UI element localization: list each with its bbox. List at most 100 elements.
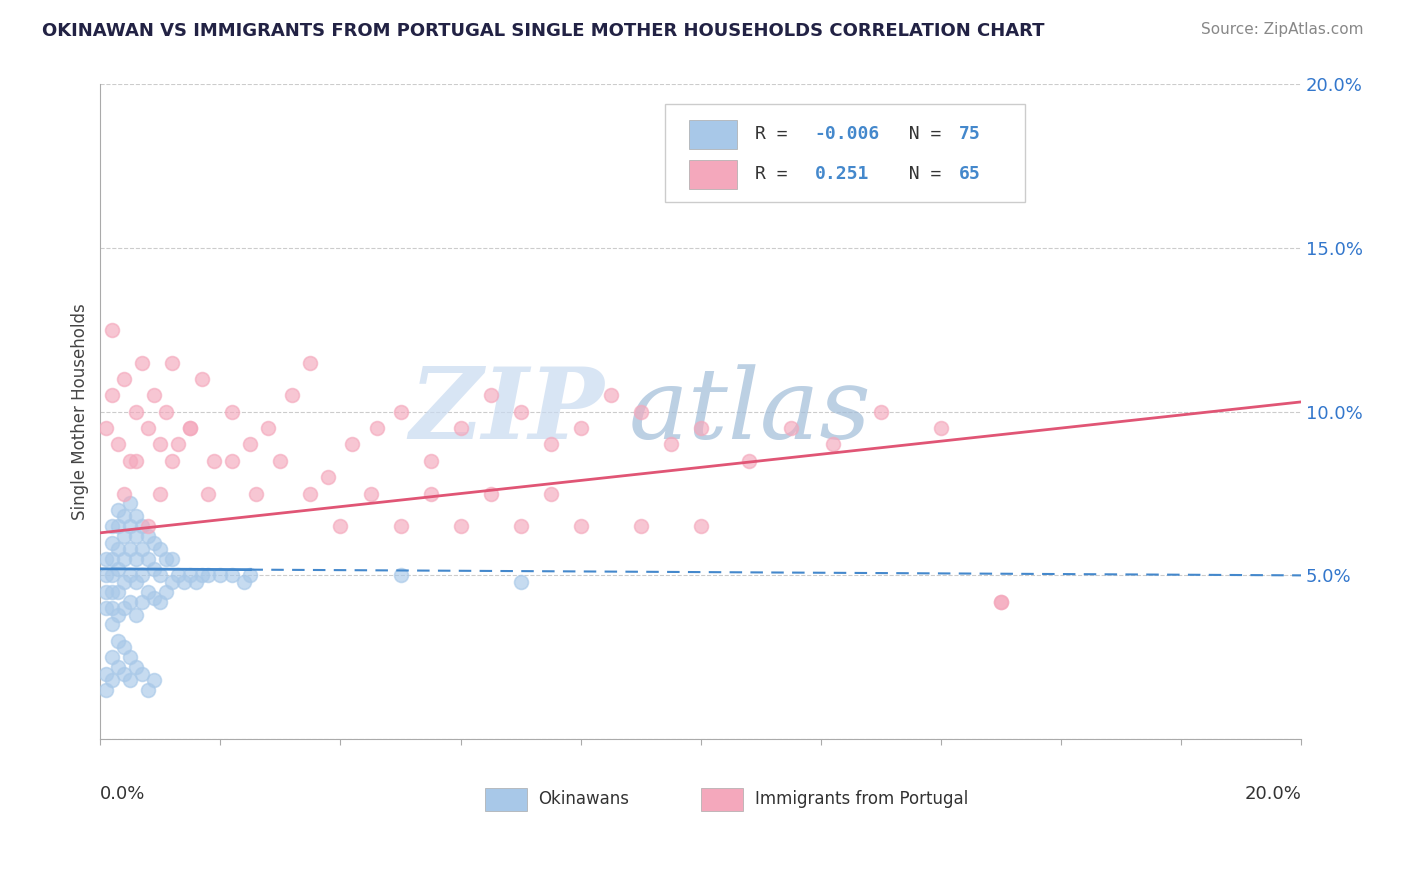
Point <box>479 388 502 402</box>
Text: N =: N = <box>887 126 952 144</box>
Point <box>318 470 340 484</box>
Point <box>125 574 148 589</box>
Point <box>239 437 262 451</box>
Point <box>509 405 531 419</box>
Point <box>990 594 1012 608</box>
Point <box>990 594 1012 608</box>
Point <box>107 437 129 451</box>
Point <box>120 594 142 608</box>
Point <box>143 591 166 606</box>
Point <box>630 519 652 533</box>
Point <box>540 486 562 500</box>
Text: Source: ZipAtlas.com: Source: ZipAtlas.com <box>1201 22 1364 37</box>
Point <box>107 503 129 517</box>
Point <box>779 421 801 435</box>
Point <box>138 421 160 435</box>
Point <box>221 405 243 419</box>
Point <box>689 519 711 533</box>
Point <box>342 437 364 451</box>
Point <box>131 568 153 582</box>
Point <box>125 529 148 543</box>
Y-axis label: Single Mother Households: Single Mother Households <box>72 303 89 520</box>
Point <box>107 519 129 533</box>
Point <box>179 421 201 435</box>
Point <box>389 519 412 533</box>
Point <box>125 454 148 468</box>
Point <box>96 666 118 681</box>
Point <box>233 574 256 589</box>
Point <box>101 584 124 599</box>
Point <box>419 454 441 468</box>
Point <box>112 640 135 655</box>
Point <box>389 405 412 419</box>
Point <box>101 535 124 549</box>
Point <box>125 607 148 622</box>
Point <box>143 562 166 576</box>
Point <box>162 454 184 468</box>
Point <box>112 486 135 500</box>
Bar <box>700 789 742 811</box>
Point <box>179 421 201 435</box>
Point <box>107 633 129 648</box>
Point <box>101 388 124 402</box>
Point <box>821 437 844 451</box>
Point <box>191 568 214 582</box>
Point <box>101 323 124 337</box>
Point <box>509 574 531 589</box>
Point <box>107 607 129 622</box>
Point <box>112 666 135 681</box>
Point <box>173 574 195 589</box>
Point <box>479 486 502 500</box>
Point <box>245 486 267 500</box>
Point <box>202 454 225 468</box>
Point <box>96 601 118 615</box>
Text: N =: N = <box>887 165 952 184</box>
Point <box>366 421 388 435</box>
Text: 0.251: 0.251 <box>814 165 869 184</box>
Point <box>929 421 952 435</box>
Point <box>131 356 153 370</box>
Point <box>131 666 153 681</box>
Point <box>120 650 142 665</box>
Point <box>101 601 124 615</box>
Point <box>689 421 711 435</box>
Point <box>149 542 172 557</box>
Bar <box>485 789 527 811</box>
Text: 0.0%: 0.0% <box>100 785 146 803</box>
Point <box>131 542 153 557</box>
Point <box>569 421 592 435</box>
Point <box>96 584 118 599</box>
Bar <box>689 120 737 149</box>
Point <box>281 388 304 402</box>
Point <box>112 552 135 566</box>
Point <box>112 372 135 386</box>
Point <box>179 568 201 582</box>
Point <box>209 568 232 582</box>
Point <box>186 574 208 589</box>
Point <box>138 682 160 697</box>
Point <box>197 486 219 500</box>
Point <box>155 405 177 419</box>
Point <box>143 388 166 402</box>
Text: 20.0%: 20.0% <box>1244 785 1301 803</box>
Point <box>107 542 129 557</box>
Point <box>191 372 214 386</box>
Point <box>257 421 280 435</box>
Point <box>125 552 148 566</box>
FancyBboxPatch shape <box>665 104 1025 202</box>
Point <box>869 405 891 419</box>
Point <box>269 454 291 468</box>
Point <box>131 594 153 608</box>
Point <box>138 584 160 599</box>
Point <box>155 552 177 566</box>
Point <box>107 584 129 599</box>
Text: ZIP: ZIP <box>409 363 605 460</box>
Point <box>239 568 262 582</box>
Point <box>96 421 118 435</box>
Point <box>112 529 135 543</box>
Point <box>197 568 219 582</box>
Point <box>101 568 124 582</box>
Point <box>101 519 124 533</box>
Point <box>149 594 172 608</box>
Text: Immigrants from Portugal: Immigrants from Portugal <box>755 790 967 808</box>
